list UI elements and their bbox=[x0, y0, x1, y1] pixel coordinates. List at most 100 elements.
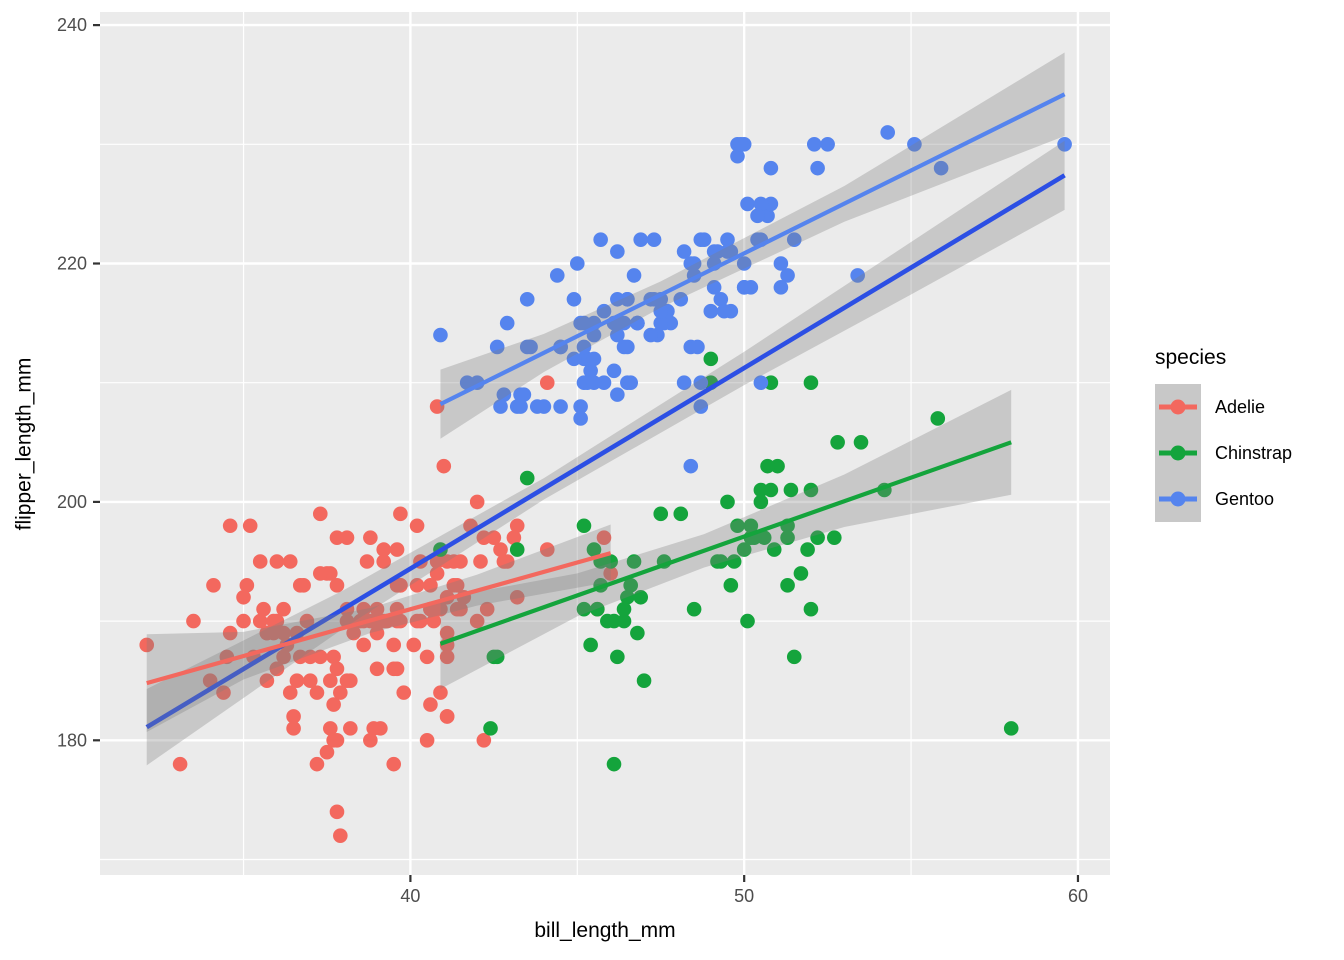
data-point-adelie bbox=[309, 685, 325, 700]
data-point-chinstrap bbox=[616, 601, 632, 617]
data-point-gentoo bbox=[566, 351, 582, 367]
data-point-adelie bbox=[426, 613, 442, 629]
y-tick-label: 240 bbox=[57, 15, 87, 35]
data-point-gentoo bbox=[720, 232, 735, 247]
data-point-gentoo bbox=[569, 256, 585, 271]
data-point-chinstrap bbox=[763, 375, 779, 391]
data-point-adelie bbox=[276, 625, 291, 641]
data-point-adelie bbox=[539, 542, 555, 557]
data-point-adelie bbox=[216, 685, 231, 700]
data-point-adelie bbox=[276, 649, 291, 665]
data-point-gentoo bbox=[690, 339, 705, 355]
data-point-adelie bbox=[319, 744, 335, 760]
data-point-adelie bbox=[282, 554, 298, 569]
data-point-gentoo bbox=[810, 160, 825, 176]
data-point-gentoo bbox=[576, 351, 592, 367]
data-point-gentoo bbox=[716, 303, 732, 319]
data-point-adelie bbox=[506, 530, 522, 545]
data-point-adelie bbox=[469, 494, 485, 510]
data-point-chinstrap bbox=[630, 625, 645, 641]
data-point-adelie bbox=[323, 721, 338, 736]
data-point-adelie bbox=[419, 733, 435, 748]
data-point-adelie bbox=[302, 649, 318, 665]
data-point-adelie bbox=[139, 637, 155, 653]
data-point-adelie bbox=[393, 613, 408, 629]
data-point-chinstrap bbox=[623, 578, 639, 593]
data-point-chinstrap bbox=[606, 756, 622, 772]
data-point-adelie bbox=[333, 828, 348, 843]
legend-label-chinstrap: Chinstrap bbox=[1215, 442, 1293, 463]
data-point-chinstrap bbox=[576, 518, 592, 534]
data-point-adelie bbox=[509, 589, 525, 605]
data-point-gentoo bbox=[753, 196, 769, 212]
data-point-gentoo bbox=[907, 137, 922, 152]
data-point-gentoo bbox=[606, 363, 622, 379]
data-point-chinstrap bbox=[653, 506, 669, 522]
data-point-gentoo bbox=[820, 137, 835, 152]
data-point-adelie bbox=[359, 554, 375, 569]
data-point-adelie bbox=[429, 566, 445, 581]
data-point-chinstrap bbox=[616, 613, 632, 629]
x-axis-title: bill_length_mm bbox=[534, 919, 676, 942]
data-point-adelie bbox=[356, 601, 371, 617]
data-point-gentoo bbox=[880, 125, 896, 140]
data-point-gentoo bbox=[566, 291, 582, 307]
data-point-gentoo bbox=[459, 375, 475, 391]
data-point-adelie bbox=[286, 709, 301, 724]
confidence-ribbon-chinstrap bbox=[440, 389, 1012, 690]
data-point-adelie bbox=[312, 566, 328, 581]
data-point-adelie bbox=[312, 506, 328, 522]
data-point-chinstrap bbox=[730, 518, 745, 534]
data-point-adelie bbox=[326, 697, 341, 712]
data-point-chinstrap bbox=[720, 494, 735, 510]
legend-key-chinstrap-swatch bbox=[1155, 430, 1201, 476]
data-point-adelie bbox=[596, 530, 612, 545]
data-point-gentoo bbox=[653, 315, 669, 331]
data-point-chinstrap bbox=[770, 458, 785, 474]
regression-line-gentoo bbox=[439, 92, 1066, 407]
data-point-adelie bbox=[453, 554, 468, 569]
data-point-adelie bbox=[256, 601, 271, 617]
data-point-gentoo bbox=[683, 458, 699, 474]
data-point-adelie bbox=[326, 733, 341, 748]
data-point-adelie bbox=[499, 554, 515, 569]
data-point-adelie bbox=[329, 530, 345, 545]
data-point-gentoo bbox=[693, 399, 709, 414]
data-point-chinstrap bbox=[736, 542, 752, 557]
data-point-chinstrap bbox=[489, 649, 505, 665]
data-point-chinstrap bbox=[586, 542, 602, 557]
data-point-adelie bbox=[439, 554, 455, 569]
data-point-adelie bbox=[409, 613, 425, 629]
data-point-adelie bbox=[396, 685, 412, 700]
data-point-gentoo bbox=[643, 327, 659, 343]
data-point-adelie bbox=[433, 601, 448, 617]
data-point-gentoo bbox=[633, 232, 649, 247]
data-point-gentoo bbox=[720, 244, 735, 259]
y-tick-label: 200 bbox=[57, 492, 87, 512]
data-point-adelie bbox=[286, 721, 301, 736]
x-tick-label: 50 bbox=[734, 886, 754, 906]
data-point-gentoo bbox=[626, 268, 642, 283]
data-point-gentoo bbox=[730, 148, 745, 164]
point-icon bbox=[1170, 399, 1186, 415]
data-point-gentoo bbox=[576, 339, 592, 355]
data-point-chinstrap bbox=[576, 601, 592, 617]
overall-regression-line bbox=[145, 173, 1066, 730]
data-point-adelie bbox=[289, 673, 305, 689]
data-point-chinstrap bbox=[483, 721, 498, 736]
data-point-gentoo bbox=[786, 232, 802, 247]
data-point-adelie bbox=[282, 685, 298, 700]
data-point-chinstrap bbox=[620, 589, 635, 605]
data-point-adelie bbox=[269, 554, 285, 569]
data-point-gentoo bbox=[610, 327, 625, 343]
data-point-gentoo bbox=[673, 291, 689, 307]
data-point-adelie bbox=[476, 733, 492, 748]
data-point-gentoo bbox=[806, 137, 822, 152]
data-point-gentoo bbox=[750, 208, 765, 224]
data-point-gentoo bbox=[596, 375, 612, 391]
data-point-adelie bbox=[329, 804, 345, 820]
data-point-gentoo bbox=[653, 303, 669, 319]
data-point-gentoo bbox=[703, 303, 719, 319]
data-point-gentoo bbox=[693, 375, 709, 391]
